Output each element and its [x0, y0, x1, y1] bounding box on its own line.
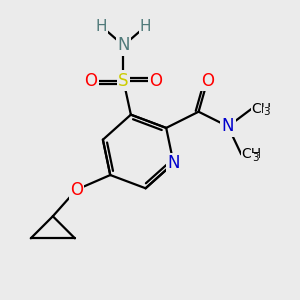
Text: O: O: [70, 181, 83, 199]
Text: CH: CH: [252, 102, 272, 116]
Text: S: S: [118, 72, 129, 90]
Text: CH: CH: [241, 147, 261, 161]
Text: N: N: [117, 37, 130, 55]
Text: O: O: [85, 72, 98, 90]
Text: 3: 3: [263, 107, 269, 117]
Text: O: O: [201, 72, 214, 90]
Text: H: H: [140, 19, 151, 34]
Text: N: N: [167, 154, 180, 172]
Text: O: O: [149, 72, 162, 90]
Text: H: H: [96, 19, 107, 34]
Text: 3: 3: [253, 153, 259, 163]
Text: N: N: [222, 117, 234, 135]
